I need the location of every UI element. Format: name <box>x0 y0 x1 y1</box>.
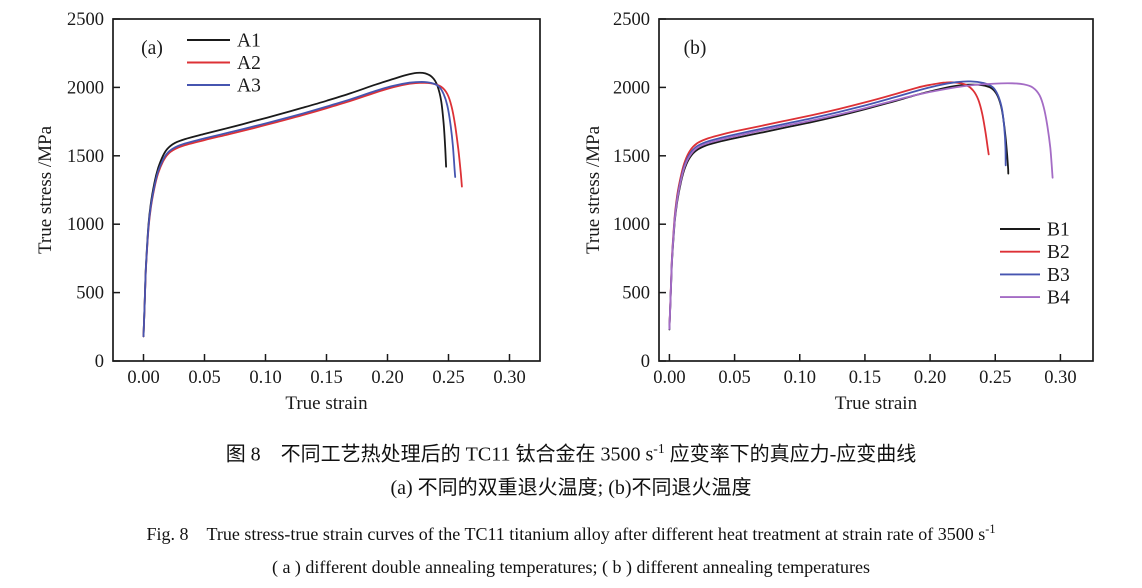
y-tick-label: 1500 <box>67 147 104 167</box>
caption-chinese-title: 图 8 不同工艺热处理后的 TC11 钛合金在 3500 s-1 应变率下的真应… <box>225 441 917 466</box>
x-tick-label: 0.15 <box>849 368 881 388</box>
y-tick-label: 0 <box>641 352 650 372</box>
y-tick-label: 1500 <box>613 147 650 167</box>
x-tick-label: 0.25 <box>979 368 1011 388</box>
x-axis-label: True strain <box>285 393 368 414</box>
y-tick-label: 0 <box>95 352 104 372</box>
caption-english-subtitle: ( a ) different double annealing tempera… <box>271 556 871 577</box>
axes-box <box>658 18 1094 362</box>
curve-A2 <box>142 81 463 338</box>
y-axis-label: True stress /MPa <box>583 125 604 254</box>
x-tick-label: 0.10 <box>249 368 281 388</box>
legend-label-A3: A3 <box>237 76 261 97</box>
y-tick-label: 1000 <box>67 215 104 235</box>
y-tick-label: 2000 <box>67 78 104 98</box>
curve-B2 <box>668 81 990 330</box>
curve-B1 <box>668 83 1010 331</box>
x-tick-label: 0.25 <box>432 368 464 388</box>
y-axis-label: True stress /MPa <box>35 125 56 254</box>
y-tick-label: 500 <box>76 284 104 304</box>
x-tick-label: 0.15 <box>310 368 342 388</box>
x-tick-label: 0.05 <box>188 368 220 388</box>
legend-label-B2: B2 <box>1047 242 1070 263</box>
x-tick-label: 0.20 <box>371 368 403 388</box>
axes-box <box>112 18 541 362</box>
caption-english-title: Fig. 8 True stress-true strain curves of… <box>146 521 996 544</box>
x-tick-label: 0.10 <box>784 368 816 388</box>
y-tick-label: 2500 <box>613 10 650 30</box>
curve-B4 <box>668 82 1054 330</box>
y-tick-label: 2500 <box>67 10 104 30</box>
legend-label-A2: A2 <box>237 53 261 74</box>
legend-label-B1: B1 <box>1047 220 1070 241</box>
chart-panels: 0.00 0.05 0.10 0.15 0.20 0.25 0.30 0 500 1000 1500… <box>35 10 1094 414</box>
legend-label-B4: B4 <box>1047 288 1070 309</box>
y-tick-label: 1000 <box>613 215 650 235</box>
panel-label: (b) <box>684 38 707 59</box>
curve-A3 <box>142 81 457 338</box>
y-tick-label: 2000 <box>613 78 650 98</box>
x-axis-label: True strain <box>835 393 918 414</box>
figure-captions: 图 8 不同工艺热处理后的 TC11 钛合金在 3500 s-1 应变率下的真应… <box>0 430 1142 579</box>
stress-strain-chart-b: 0.00 0.05 0.10 0.15 0.20 0.25 0.30 0 500 1000 1500… <box>583 10 1094 414</box>
x-tick-label: 0.00 <box>653 368 685 388</box>
curve-B3 <box>668 80 1007 330</box>
panel-label: (a) <box>141 38 163 59</box>
legend-label-A1: A1 <box>237 31 261 52</box>
x-tick-label: 0.30 <box>493 368 525 388</box>
legend-label-B3: B3 <box>1047 265 1070 286</box>
x-tick-label: 0.30 <box>1044 368 1076 388</box>
x-tick-label: 0.00 <box>127 368 159 388</box>
curve-A1 <box>142 71 447 338</box>
x-tick-label: 0.05 <box>718 368 750 388</box>
y-tick-label: 500 <box>622 284 650 304</box>
caption-chinese-subtitle: (a) 不同的双重退火温度; (b)不同退火温度 <box>390 476 752 499</box>
stress-strain-chart-a: 0.00 0.05 0.10 0.15 0.20 0.25 0.30 0 500 1000 1500… <box>35 10 541 414</box>
x-tick-label: 0.20 <box>914 368 946 388</box>
